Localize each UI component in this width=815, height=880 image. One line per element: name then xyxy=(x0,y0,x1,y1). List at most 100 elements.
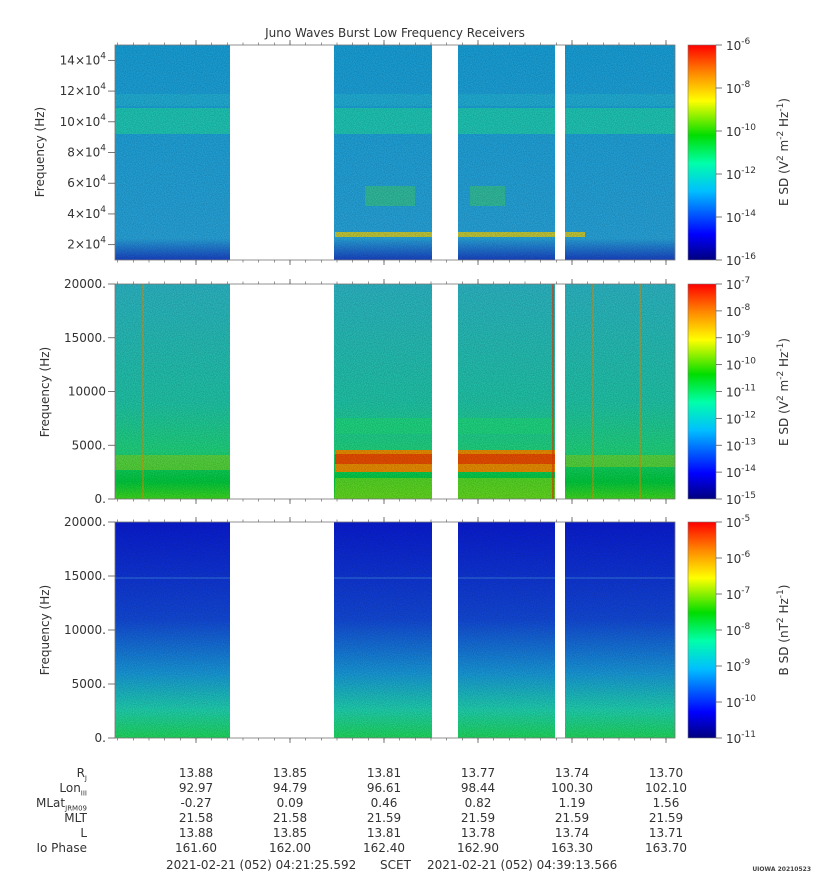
colorbar-tick-label: 10-11 xyxy=(726,384,756,400)
footer-end-time: 2021-02-21 (052) 04:39:13.566 xyxy=(427,858,618,872)
ephemeris-value: 162.90 xyxy=(457,841,499,855)
panel-3-ylabel: Frequency (Hz) xyxy=(38,585,52,676)
colorbar-tick-label: 10-10 xyxy=(726,694,756,710)
ytick-label: 4×104 xyxy=(67,205,106,221)
ytick-label: 10000 xyxy=(68,385,106,399)
panel-2-colorbar xyxy=(687,283,717,500)
ephemeris-value: 96.61 xyxy=(366,781,402,795)
colorbar-tick-label: 10-11 xyxy=(726,730,756,746)
ephemeris-row: Io Phase 161.60 162.00 162.40 162.90 163.30 16… xyxy=(0,841,815,856)
ytick-label: 14×104 xyxy=(60,51,107,67)
ephemeris-value: 13.85 xyxy=(272,826,308,840)
colorbar-tick-label: 10-10 xyxy=(726,357,756,373)
ephemeris-value: 13.77 xyxy=(460,766,496,780)
ephemeris-value: 13.85 xyxy=(272,766,308,780)
ephemeris-label: MLatJRM09 xyxy=(36,796,87,813)
ephemeris-value: 21.59 xyxy=(554,811,590,825)
ytick-label: 12×104 xyxy=(60,82,107,98)
colorbar-tick-label: 10-10 xyxy=(726,123,756,139)
ephemeris-value: 21.58 xyxy=(272,811,308,825)
ephemeris-value: 98.44 xyxy=(460,781,496,795)
colorbar-tick-label: 10-12 xyxy=(726,166,756,182)
panel-1-colorbar xyxy=(687,44,717,261)
ephemeris-label: MLT xyxy=(64,811,87,825)
colorbar-tick-label: 10-7 xyxy=(726,586,750,602)
ytick-label: 15000. xyxy=(64,569,106,583)
ephemeris-value: 13.81 xyxy=(366,766,402,780)
panel-2-colorbar-ticks: 10-7 10-8 10-9 10-10 10-11 10-12 10-13 10-14 10-… xyxy=(716,276,756,507)
colorbar-tick-label: 10-8 xyxy=(726,80,751,96)
ephemeris-row: LonIII 92.97 94.79 96.61 98.44 100.30 102.10 xyxy=(0,781,815,798)
ephemeris-value: 162.00 xyxy=(269,841,311,855)
ephemeris-value: 1.19 xyxy=(558,796,586,810)
figure-title: Juno Waves Burst Low Frequency Receivers xyxy=(264,26,525,40)
colorbar-tick-label: 10-9 xyxy=(726,658,751,674)
ephemeris-value: 13.74 xyxy=(554,826,590,840)
ephemeris-value: 13.88 xyxy=(178,766,214,780)
ephemeris-label: L xyxy=(80,826,87,840)
ytick-label: 15000. xyxy=(64,331,106,345)
credit-stamp: UIOWA 20210523 xyxy=(752,866,811,873)
ephemeris-row: MLatJRM09 -0.27 0.09 0.46 0.82 1.19 1.56 xyxy=(0,796,815,813)
panel-1-colorbar-ticks: 10-6 10-8 10-10 10-12 10-14 10-16 xyxy=(716,37,756,268)
colorbar-tick-label: 10-5 xyxy=(726,514,750,530)
ephemeris-row: MLT 21.58 21.58 21.59 21.59 21.59 21.59 xyxy=(0,811,815,826)
ytick-label: 0. xyxy=(95,492,106,506)
colorbar-tick-label: 10-13 xyxy=(726,437,756,453)
panel-2-colorbar-label: E SD (V2 m-2 Hz-1) xyxy=(776,338,791,446)
ephemeris-value: 0.46 xyxy=(370,796,398,810)
panel-3-yaxis: 0. 5000. 10000. 15000. 20000. xyxy=(64,515,115,745)
ephemeris-value: 13.71 xyxy=(648,826,684,840)
colorbar-tick-label: 10-12 xyxy=(726,410,756,426)
ephemeris-value: 92.97 xyxy=(178,781,214,795)
ephemeris-value: 21.58 xyxy=(178,811,214,825)
panel-2-yaxis: 0. 5000. 10000 15000. 20000. xyxy=(64,277,115,506)
colorbar-tick-label: 10-15 xyxy=(726,491,756,507)
ephemeris-value: 162.40 xyxy=(363,841,405,855)
panel-3: 0. 5000. 10000. 15000. 20000. Frequency (Hz)… xyxy=(38,514,791,746)
panel-1-colorbar-label: E SD (V2 m-2 Hz-1) xyxy=(776,98,791,206)
ytick-label: 10000. xyxy=(64,623,106,637)
panel-3-colorbar xyxy=(687,521,717,739)
ephemeris-value: 13.88 xyxy=(178,826,214,840)
panel-1-yaxis: 2×104 4×104 6×104 8×104 10×104 12×104 14×104 xyxy=(60,51,115,252)
ephemeris-value: 21.59 xyxy=(366,811,402,825)
footer-scet-label: SCET xyxy=(380,858,411,872)
ephemeris-value: 13.81 xyxy=(366,826,402,840)
ephemeris-value: 13.78 xyxy=(460,826,496,840)
ephemeris-value: 1.56 xyxy=(652,796,680,810)
panel-3-colorbar-label: B SD (nT2 Hz-1) xyxy=(776,585,791,676)
colorbar-tick-label: 10-8 xyxy=(726,303,751,319)
ytick-label: 0. xyxy=(95,731,106,745)
ytick-label: 20000. xyxy=(64,515,106,529)
ytick-label: 2×104 xyxy=(67,236,106,252)
ephemeris-label: LonIII xyxy=(59,781,87,798)
ephemeris-row: L 13.88 13.85 13.81 13.78 13.74 13.71 xyxy=(0,826,815,841)
ephemeris-value: 163.30 xyxy=(551,841,593,855)
colorbar-tick-label: 10-9 xyxy=(726,330,751,346)
panel-2-ylabel: Frequency (Hz) xyxy=(38,347,52,438)
ephemeris-label: Io Phase xyxy=(36,841,87,855)
ytick-label: 5000. xyxy=(72,438,106,452)
ytick-label: 5000. xyxy=(72,677,106,691)
ephemeris-value: -0.27 xyxy=(180,796,212,810)
ephemeris-value: 21.59 xyxy=(460,811,496,825)
colorbar-tick-label: 10-6 xyxy=(726,550,751,566)
spectrogram-figure: Juno Waves Burst Low Frequency Receivers… xyxy=(33,26,791,765)
colorbar-tick-label: 10-14 xyxy=(726,209,756,225)
ephemeris-row: RJ 13.88 13.85 13.81 13.77 13.74 13.70 xyxy=(0,766,815,782)
ephemeris-value: 13.74 xyxy=(554,766,590,780)
colorbar-tick-label: 10-7 xyxy=(726,276,750,292)
colorbar-tick-label: 10-6 xyxy=(726,37,751,53)
panel-3-colorbar-ticks: 10-5 10-6 10-7 10-8 10-9 10-10 10-11 xyxy=(716,514,756,746)
panel-1-ylabel: Frequency (Hz) xyxy=(33,107,47,198)
ephemeris-value: 13.70 xyxy=(648,766,684,780)
ytick-label: 6×104 xyxy=(67,174,106,190)
panel-1: 2×104 4×104 6×104 8×104 10×104 12×104 14×104 F… xyxy=(33,37,791,268)
colorbar-tick-label: 10-8 xyxy=(726,622,751,638)
ephemeris-value: 21.59 xyxy=(648,811,684,825)
footer-start-time: 2021-02-21 (052) 04:21:25.592 xyxy=(166,858,357,872)
ytick-label: 20000. xyxy=(64,277,106,291)
colorbar-tick-label: 10-16 xyxy=(726,252,756,268)
